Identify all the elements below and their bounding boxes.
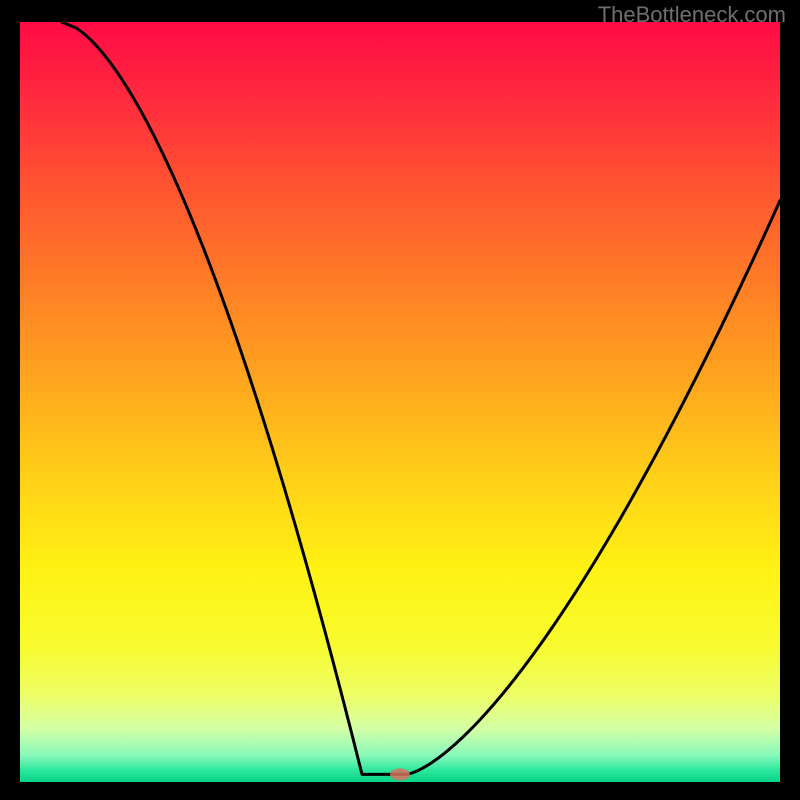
plot-area xyxy=(20,22,780,782)
watermark-text: TheBottleneck.com xyxy=(598,2,786,28)
bottleneck-curve-path xyxy=(62,22,780,774)
bottleneck-curve xyxy=(20,22,780,782)
optimal-point-marker xyxy=(390,768,410,780)
